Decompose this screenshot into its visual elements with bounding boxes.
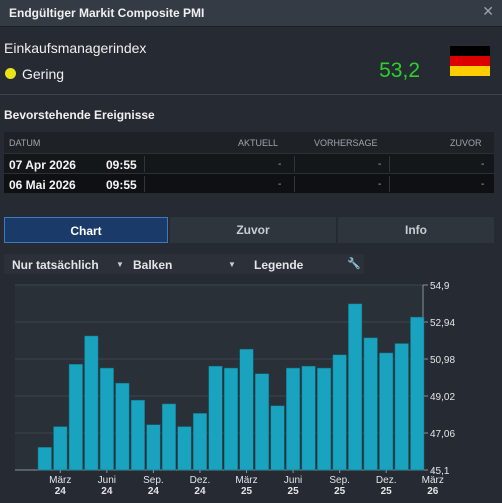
bar	[161, 403, 176, 471]
bar	[192, 413, 207, 471]
x-tick-label: 24	[194, 486, 206, 497]
event-date: 07 Apr 2026	[9, 158, 76, 172]
bar	[208, 365, 223, 471]
x-tick-label: März	[422, 475, 444, 486]
bar	[115, 382, 130, 471]
bar	[99, 367, 114, 471]
x-tick-label: Dez.	[190, 475, 211, 486]
tab-chart[interactable]: Chart	[4, 217, 168, 243]
bar	[286, 367, 301, 471]
bar	[255, 373, 270, 471]
bar	[379, 352, 394, 471]
window-title: Endgültiger Markit Composite PMI	[9, 6, 205, 20]
x-tick-label: 25	[288, 486, 300, 497]
x-tick-label: 25	[241, 486, 253, 497]
upcoming-events-title: Bevorstehende Ereignisse	[4, 108, 155, 122]
x-tick-label: 25	[334, 486, 346, 497]
chart-toolbar: Nur tatsächlich ▼ Balken ▼ Legende 🔧	[4, 254, 364, 274]
x-tick-label: Juni	[98, 475, 116, 486]
event-forecast: -	[378, 159, 382, 170]
filter-chevron-down-icon[interactable]: ▼	[116, 260, 124, 269]
event-previous: -	[481, 159, 485, 170]
event-time: 09:55	[106, 158, 137, 172]
close-icon[interactable]: ✕	[482, 3, 494, 19]
y-tick-label: 49,02	[430, 392, 455, 403]
x-tick-label: Dez.	[376, 475, 397, 486]
bar	[332, 354, 347, 471]
importance-dot-icon	[5, 68, 16, 79]
y-tick-label: 47,06	[430, 429, 455, 440]
y-tick-label: 52,94	[430, 318, 455, 329]
x-tick-label: 24	[55, 486, 67, 497]
column-header-previous: ZUVOR	[450, 138, 482, 148]
x-tick-label: März	[49, 475, 71, 486]
x-tick-label: 24	[101, 486, 113, 497]
indicator-header: Einkaufsmanagerindex Gering 53,2	[0, 27, 502, 95]
column-header-forecast: VORHERSAGE	[314, 138, 378, 148]
column-divider	[389, 156, 390, 172]
tab-bar: Chart Zuvor Info	[4, 217, 494, 243]
bar	[177, 426, 192, 471]
bar	[53, 426, 68, 471]
event-time: 09:55	[106, 178, 137, 192]
event-actual: -	[278, 159, 282, 170]
bar	[37, 447, 52, 471]
column-header-actual: AKTUELL	[238, 138, 279, 148]
bar	[301, 365, 316, 471]
y-tick-label: 50,98	[430, 355, 455, 366]
chart-type-chevron-down-icon[interactable]: ▼	[228, 260, 236, 269]
y-tick-label: 45,1	[430, 466, 450, 477]
bar	[317, 367, 332, 471]
x-tick-label: März	[235, 475, 257, 486]
bar	[130, 399, 145, 471]
column-header-date: DATUM	[9, 138, 41, 148]
bar	[363, 337, 378, 471]
event-date: 06 Mai 2026	[9, 178, 76, 192]
x-tick-label: 24	[148, 486, 160, 497]
column-divider	[144, 156, 145, 172]
bar	[223, 367, 239, 471]
pmi-bar-chart: 54,9 52,94 50,98 49,02 47,06 45,1 März 24 Juni 24…	[0, 278, 502, 503]
tab-info[interactable]: Info	[338, 217, 494, 243]
event-forecast: -	[378, 179, 382, 190]
events-table: DATUM AKTUELL VORHERSAGE ZUVOR 07 Apr 20…	[4, 132, 494, 193]
tab-previous[interactable]: Zuvor	[170, 217, 336, 243]
x-tick-label: 25	[381, 486, 393, 497]
bar	[84, 335, 99, 471]
chart-type-dropdown[interactable]: Balken	[133, 258, 173, 272]
importance-label: Gering	[22, 66, 65, 82]
filter-dropdown[interactable]: Nur tatsächlich	[12, 258, 99, 272]
column-divider	[144, 176, 145, 192]
germany-flag-icon	[450, 46, 490, 76]
event-actual: -	[278, 179, 282, 190]
x-tick-label: Sep.	[143, 475, 164, 486]
event-previous: -	[481, 179, 485, 190]
indicator-name: Einkaufsmanagerindex	[4, 40, 147, 56]
chart-svg: 54,952,9450,9849,0247,0645,1März24Juni24…	[15, 281, 455, 497]
x-tick-label: Sep.	[329, 475, 350, 486]
bar	[410, 316, 425, 471]
x-tick-label: 26	[427, 486, 439, 497]
table-row[interactable]: 06 Mai 2026 09:55 - - -	[4, 173, 494, 193]
bar	[239, 348, 254, 471]
legend-button[interactable]: Legende	[254, 258, 304, 272]
events-table-header: DATUM AKTUELL VORHERSAGE ZUVOR	[4, 132, 494, 153]
column-divider	[294, 156, 295, 172]
bar	[146, 424, 161, 471]
column-divider	[389, 176, 390, 192]
bar	[270, 405, 285, 471]
x-tick-label: Juni	[284, 475, 302, 486]
column-divider	[294, 176, 295, 192]
bar	[68, 364, 83, 471]
wrench-icon[interactable]: 🔧	[347, 258, 361, 270]
table-row[interactable]: 07 Apr 2026 09:55 - - -	[4, 153, 494, 173]
bar	[348, 303, 363, 471]
window-titlebar: Endgültiger Markit Composite PMI ✕	[0, 0, 502, 27]
y-tick-label: 54,9	[430, 281, 450, 292]
bar	[394, 343, 409, 471]
indicator-value: 53,2	[379, 59, 420, 82]
